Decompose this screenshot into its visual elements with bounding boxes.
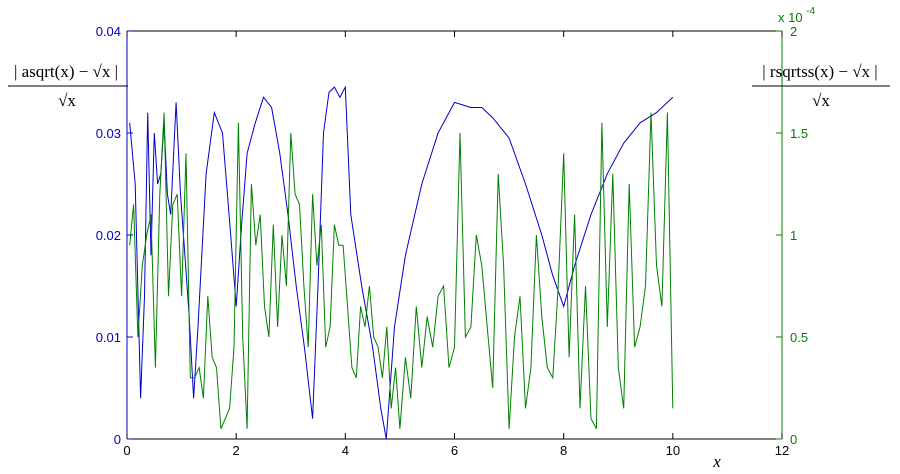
x-tick-label: 10 (666, 443, 680, 458)
right-tick-label: 0.5 (790, 330, 808, 345)
right-axis-ticks: 0 0.5 1 1.5 2 (776, 24, 808, 447)
left-axis-label-numerator: | asqrt(x) − √x | (14, 62, 118, 81)
right-tick-label: 1.5 (790, 126, 808, 141)
left-tick-label: 0.02 (96, 228, 121, 243)
x-tick-label: 12 (775, 443, 789, 458)
plot-frame (126, 30, 783, 440)
left-tick-label: 0.01 (96, 330, 121, 345)
x-tick-label: 6 (451, 443, 458, 458)
left-tick-label: 0.04 (96, 24, 121, 39)
right-axis-exponent-power: -4 (806, 6, 815, 17)
right-axis-series-line (129, 112, 674, 430)
x-tick-label: 0 (123, 443, 130, 458)
right-axis-exponent: x 10 -4 (778, 6, 816, 25)
left-axis-label-denominator: √x (58, 91, 76, 110)
plot-area (127, 31, 782, 439)
right-axis-exponent-base: x 10 (778, 10, 803, 25)
x-axis-label: x (712, 452, 721, 471)
right-axis-label-numerator: | rsqrtss(x) − √x | (762, 62, 877, 81)
x-tick-label: 8 (560, 443, 567, 458)
right-axis-label: | rsqrtss(x) − √x | √x (752, 62, 890, 110)
right-tick-label: 1 (790, 228, 797, 243)
right-tick-label: 0 (790, 432, 797, 447)
left-axis-ticks: 0 0.01 0.02 0.03 0.04 (96, 24, 133, 447)
left-axis-label: | asqrt(x) − √x | √x (8, 62, 128, 110)
left-axis-series-line (129, 85, 674, 440)
right-axis-label-denominator: √x (812, 91, 830, 110)
x-axis-ticks: 0 2 4 6 8 10 12 (123, 31, 789, 458)
left-tick-label: 0 (114, 432, 121, 447)
series-layer (129, 85, 674, 440)
right-tick-label: 2 (790, 24, 797, 39)
x-tick-label: 2 (233, 443, 240, 458)
x-tick-label: 4 (342, 443, 349, 458)
left-tick-label: 0.03 (96, 126, 121, 141)
